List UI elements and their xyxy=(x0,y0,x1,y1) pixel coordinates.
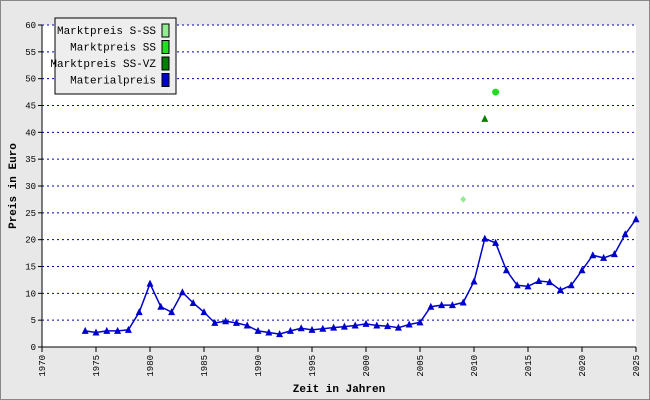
legend-swatch xyxy=(161,73,170,87)
legend-label: Marktpreis S-SS xyxy=(57,26,156,38)
marker xyxy=(384,322,392,330)
marker xyxy=(492,88,500,96)
y-tick-label: 0 xyxy=(31,343,36,353)
marker xyxy=(297,324,305,332)
marker xyxy=(492,238,500,246)
marker xyxy=(200,308,208,316)
marker xyxy=(308,325,316,333)
x-tick-label: 1980 xyxy=(146,355,156,377)
x-tick-label: 2010 xyxy=(470,355,480,377)
marker xyxy=(211,318,219,326)
legend-label: Materialpreis xyxy=(70,76,156,88)
x-tick-label: 1995 xyxy=(308,355,318,377)
marker xyxy=(232,318,240,326)
marker xyxy=(265,328,273,336)
y-tick-label: 20 xyxy=(25,236,36,246)
marker xyxy=(276,330,284,338)
marker xyxy=(243,321,251,329)
y-tick-label: 10 xyxy=(25,289,36,299)
marker xyxy=(124,325,132,333)
y-tick-label: 30 xyxy=(25,182,36,192)
x-axis-label: Zeit in Jahren xyxy=(293,384,385,396)
marker xyxy=(546,278,554,286)
marker xyxy=(438,301,446,309)
marker xyxy=(600,253,608,261)
marker xyxy=(254,326,262,334)
marker xyxy=(556,286,564,294)
marker xyxy=(319,324,327,332)
marker xyxy=(427,302,435,310)
marker xyxy=(146,279,154,287)
legend-swatch xyxy=(161,40,170,54)
x-tick-label: 2020 xyxy=(578,355,588,377)
x-tick-label: 1975 xyxy=(92,355,102,377)
y-tick-label: 25 xyxy=(25,209,36,219)
marker xyxy=(340,322,348,330)
marker xyxy=(459,298,467,306)
legend-swatch xyxy=(161,23,170,38)
y-tick-label: 60 xyxy=(25,21,36,31)
marker xyxy=(92,328,100,336)
y-tick-label: 45 xyxy=(25,102,36,112)
marker xyxy=(502,266,510,274)
marker xyxy=(524,282,532,290)
marker xyxy=(373,321,381,329)
marker xyxy=(135,308,143,316)
marker xyxy=(405,320,413,328)
series-line xyxy=(85,218,637,335)
marker xyxy=(513,281,521,289)
marker xyxy=(632,215,640,223)
marker xyxy=(481,234,489,242)
x-tick-label: 2005 xyxy=(416,355,426,377)
marker xyxy=(157,302,165,310)
y-axis-label: Preis in Euro xyxy=(8,143,20,229)
marker xyxy=(103,326,111,334)
marker xyxy=(362,319,370,327)
marker xyxy=(114,326,122,334)
marker xyxy=(168,308,176,316)
y-tick-label: 55 xyxy=(25,48,36,58)
y-tick-label: 15 xyxy=(25,263,36,273)
marker xyxy=(178,288,186,296)
marker xyxy=(448,301,456,309)
marker xyxy=(567,281,575,289)
marker xyxy=(222,317,230,325)
legend-box xyxy=(54,17,177,95)
marker xyxy=(610,250,618,258)
legend-label: Marktpreis SS xyxy=(70,43,156,55)
marker xyxy=(621,230,629,238)
x-tick-label: 2025 xyxy=(632,355,642,377)
x-tick-label: 1985 xyxy=(200,355,210,377)
marker xyxy=(394,323,402,331)
legend-swatch xyxy=(161,56,170,71)
marker xyxy=(330,323,338,331)
marker xyxy=(189,298,197,306)
marker xyxy=(416,318,424,326)
y-tick-label: 35 xyxy=(25,155,36,165)
marker xyxy=(535,276,543,284)
marker xyxy=(578,266,586,274)
y-tick-label: 40 xyxy=(25,128,36,138)
legend-label: Marktpreis SS-VZ xyxy=(50,59,156,71)
x-tick-label: 1970 xyxy=(38,355,48,377)
marker xyxy=(460,195,467,203)
x-tick-label: 2000 xyxy=(362,355,372,377)
marker xyxy=(81,326,89,334)
x-tick-label: 1990 xyxy=(254,355,264,377)
y-tick-label: 5 xyxy=(31,316,36,326)
marker xyxy=(481,114,489,122)
marker xyxy=(470,277,478,285)
x-tick-label: 2015 xyxy=(524,355,534,377)
y-tick-label: 50 xyxy=(25,75,36,85)
marker xyxy=(589,251,597,259)
marker xyxy=(286,326,294,334)
marker xyxy=(351,321,359,329)
